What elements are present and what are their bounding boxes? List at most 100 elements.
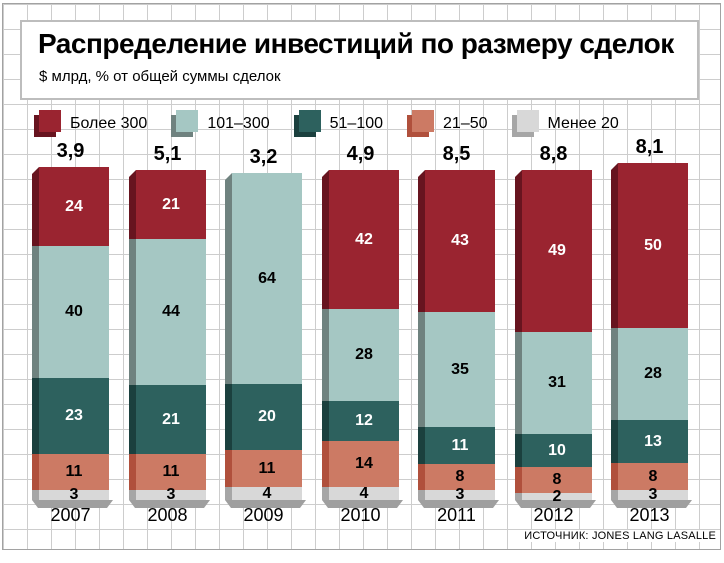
- axis-year-2008: 2008: [147, 505, 188, 525]
- segment-value: 3: [166, 486, 176, 503]
- segment-2009-101–300: 64: [232, 173, 302, 384]
- segment-value: 43: [451, 232, 469, 249]
- bevel-segment: [322, 309, 329, 401]
- segment-2011-101–300: 35: [425, 312, 495, 427]
- bevel-segment: [611, 420, 618, 463]
- bevel-segment: [515, 434, 522, 467]
- segment-2010-101–300: 28: [329, 309, 399, 401]
- segment-2007-101–300: 40: [39, 246, 109, 378]
- bar-left-bevel: [322, 170, 329, 500]
- bevel-segment: [32, 167, 39, 246]
- segment-value: 23: [65, 407, 83, 424]
- bevel-segment: [129, 490, 136, 500]
- segment-value: 64: [258, 269, 276, 287]
- segment-2013-101–300: 28: [618, 328, 688, 420]
- bar-total-2007: 3,9: [56, 140, 85, 162]
- bevel-segment: [611, 163, 618, 328]
- segment-2012-51–100: 10: [522, 434, 592, 467]
- segment-value: 8: [455, 468, 465, 485]
- bar-bottom-bevel: [322, 500, 403, 508]
- bevel-segment: [32, 454, 39, 490]
- segment-value: 12: [355, 412, 373, 429]
- segment-value: 10: [548, 441, 566, 459]
- bar-total-2010: 4,9: [346, 143, 375, 165]
- bar-bottom-bevel: [418, 500, 499, 508]
- segment-2011-21–50: 8: [425, 464, 495, 490]
- bar-2009: 64 20 11 4: [232, 173, 302, 502]
- bar-left-bevel: [129, 170, 136, 500]
- bar-2011: 43 35 11 8 3: [425, 170, 495, 503]
- segment-value: 2: [552, 487, 562, 505]
- bar-bottom-bevel: [32, 500, 113, 508]
- segment-2012-Более 300: 49: [522, 170, 592, 332]
- bevel-segment: [418, 464, 425, 490]
- bevel-segment: [418, 427, 425, 464]
- bevel-segment: [418, 490, 425, 500]
- segment-value: 11: [258, 459, 276, 477]
- segment-value: 8: [648, 467, 658, 485]
- legend-item-4: Менее 20: [511, 110, 619, 137]
- segment-value: 20: [258, 408, 276, 425]
- bar-total-2009: 3,2: [249, 146, 278, 168]
- legend-label: 51–100: [329, 114, 384, 132]
- legend-item-1: 101–300: [171, 110, 270, 137]
- bevel-segment: [322, 401, 329, 441]
- bar-bottom-bevel: [515, 500, 596, 508]
- bevel-segment: [32, 246, 39, 378]
- segment-2011-Менее 20: 3: [425, 487, 495, 503]
- segment-2011-Более 300: 43: [425, 170, 495, 312]
- segment-2012-101–300: 31: [522, 332, 592, 434]
- segment-2010-51–100: 12: [329, 401, 399, 441]
- segment-value: 28: [355, 346, 373, 363]
- bevel-segment: [515, 467, 522, 493]
- segment-2007-51–100: 23: [39, 378, 109, 454]
- segment-value: 49: [548, 242, 566, 259]
- segment-value: 50: [644, 236, 662, 254]
- segment-value: 44: [162, 303, 180, 320]
- segment-value: 4: [262, 484, 272, 502]
- legend-swatch-icon: [34, 110, 61, 137]
- bevel-segment: [225, 173, 232, 384]
- bevel-segment: [611, 490, 618, 500]
- segment-2011-51–100: 11: [425, 427, 495, 464]
- bar-total-2012: 8,8: [539, 143, 568, 165]
- bevel-segment: [129, 170, 136, 239]
- chart-legend: Более 300 101–300 51–100 21–50 Менее 20: [34, 110, 619, 137]
- segment-2012-Менее 20: 2: [522, 487, 592, 505]
- bevel-segment: [225, 384, 232, 450]
- bar-total-2008: 5,1: [153, 143, 182, 165]
- segment-2013-21–50: 8: [618, 463, 688, 490]
- legend-label: 21–50: [443, 114, 488, 132]
- legend-swatch-icon: [171, 110, 199, 137]
- legend-item-2: 51–100: [293, 110, 384, 137]
- bevel-segment: [611, 463, 618, 490]
- segment-value: 8: [552, 471, 562, 488]
- source-credit: ИСТОЧНИК: JONES LANG LASALLE: [522, 530, 718, 542]
- bevel-segment: [129, 239, 136, 385]
- segment-value: 24: [65, 197, 83, 215]
- bevel-segment: [129, 385, 136, 454]
- bevel-segment: [225, 487, 232, 500]
- legend-item-3: 21–50: [407, 110, 488, 137]
- segment-value: 42: [355, 230, 373, 248]
- segment-2008-Более 300: 21: [136, 170, 206, 239]
- segment-2010-Менее 20: 4: [329, 485, 399, 501]
- bar-2010: 42 28 12 14 4: [329, 170, 399, 501]
- bevel-segment: [418, 312, 425, 427]
- legend-label: Менее 20: [547, 114, 619, 132]
- title-box: Распределение инвестиций по размеру сдел…: [20, 20, 699, 100]
- segment-2013-51–100: 13: [618, 420, 688, 463]
- segment-value: 3: [648, 486, 658, 503]
- segment-2013-Менее 20: 3: [618, 486, 688, 503]
- axis-year-2013: 2013: [629, 505, 670, 525]
- segment-value: 35: [451, 360, 469, 378]
- segment-2008-51–100: 21: [136, 385, 206, 454]
- axis-year-2009: 2009: [243, 505, 284, 525]
- bevel-segment: [322, 170, 329, 309]
- segment-2007-Менее 20: 3: [39, 487, 109, 503]
- segment-2007-Более 300: 24: [39, 167, 109, 246]
- segment-value: 21: [162, 195, 180, 213]
- segment-2010-21–50: 14: [329, 441, 399, 487]
- bar-bottom-bevel: [129, 500, 210, 508]
